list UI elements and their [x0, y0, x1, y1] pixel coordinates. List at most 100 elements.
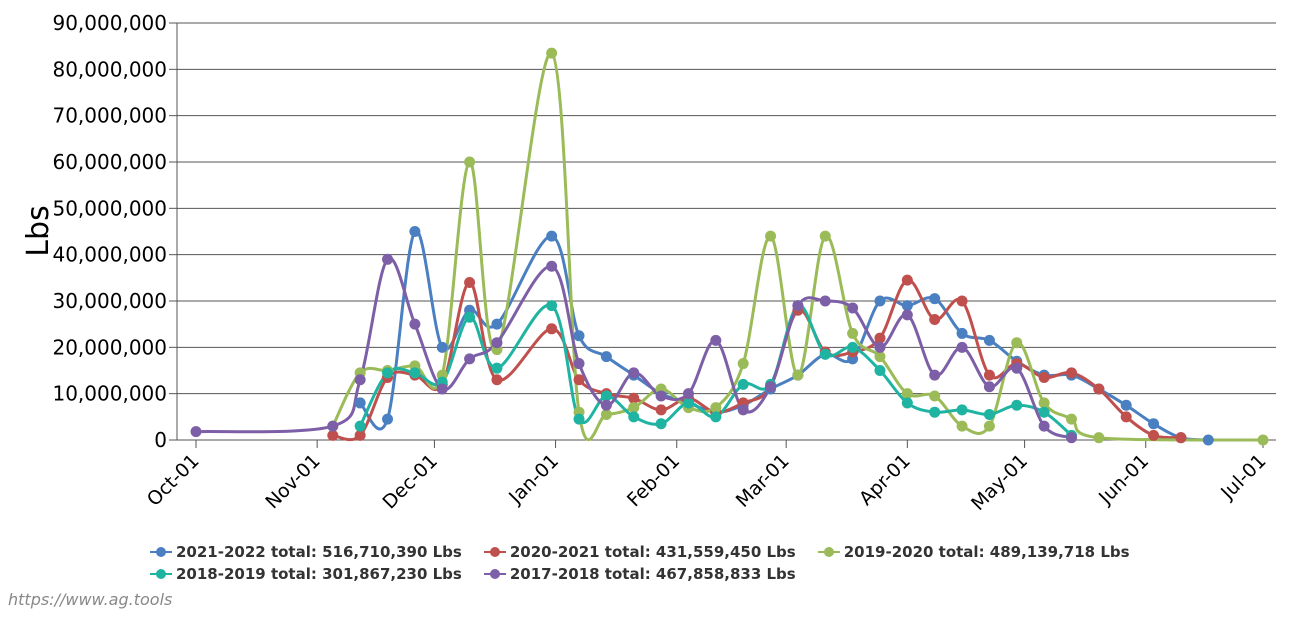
y-tick-label: 70,000,000: [52, 104, 167, 128]
data-point-2019-2020: [464, 156, 476, 168]
data-point-2021-2022: [491, 318, 503, 330]
data-point-2017-2018: [190, 426, 202, 438]
data-point-2017-2018: [409, 318, 421, 330]
data-point-2020-2021: [1120, 411, 1132, 423]
data-point-2019-2020: [874, 351, 886, 363]
y-tick-label: 90,000,000: [52, 11, 167, 35]
legend-swatch-icon: [150, 567, 172, 581]
data-point-2017-2018: [436, 383, 448, 395]
data-point-2018-2019: [464, 311, 476, 323]
data-point-2019-2020: [1038, 397, 1050, 409]
data-point-2020-2021: [573, 374, 585, 386]
y-tick-label: 40,000,000: [52, 243, 167, 267]
data-point-2017-2018: [655, 390, 667, 402]
data-point-2017-2018: [901, 309, 913, 321]
x-tick-label: Oct-01: [143, 450, 204, 511]
data-point-2017-2018: [573, 358, 585, 370]
data-point-2019-2020: [765, 230, 777, 242]
x-tick-label: Jun-01: [1094, 450, 1153, 509]
data-point-2018-2019: [354, 420, 366, 432]
data-point-2020-2021: [983, 369, 995, 381]
data-point-2021-2022: [1202, 434, 1214, 446]
data-point-2018-2019: [901, 397, 913, 409]
data-point-2018-2019: [491, 362, 503, 374]
y-tick-label: 10,000,000: [52, 382, 167, 406]
data-point-2020-2021: [464, 276, 476, 288]
data-point-2019-2020: [1065, 413, 1077, 425]
data-point-2021-2022: [956, 327, 968, 339]
data-point-2021-2022: [354, 397, 366, 409]
legend-label: 2021-2022 total: 516,710,390 Lbs: [176, 543, 462, 561]
data-point-2018-2019: [628, 411, 640, 423]
data-point-2020-2021: [655, 404, 667, 416]
data-point-2017-2018: [819, 295, 831, 307]
legend-item-2018-2019[interactable]: 2018-2019 total: 301,867,230 Lbs: [150, 565, 462, 583]
y-tick-label: 30,000,000: [52, 289, 167, 313]
data-point-2020-2021: [1175, 432, 1187, 444]
legend-swatch-icon: [817, 545, 840, 559]
gridlines: [177, 22, 1276, 441]
data-point-2018-2019: [929, 406, 941, 418]
legend-item-2017-2018[interactable]: 2017-2018 total: 467,858,833 Lbs: [483, 565, 796, 583]
y-tick-label: 60,000,000: [52, 150, 167, 174]
data-point-2019-2020: [737, 358, 749, 370]
y-axis-label: Lbs: [21, 205, 56, 256]
series-line-2021-2022: [359, 229, 1209, 442]
data-point-2020-2021: [956, 295, 968, 307]
data-point-2018-2019: [1011, 399, 1023, 411]
data-point-2019-2020: [847, 327, 859, 339]
legend-row: 2021-2022 total: 516,710,390 Lbs 2020-202…: [150, 541, 1150, 563]
x-tick-label: Nov-01: [261, 450, 324, 513]
data-point-2019-2020: [1011, 337, 1023, 349]
legend-item-2021-2022[interactable]: 2021-2022 total: 516,710,390 Lbs: [150, 543, 462, 561]
data-point-2018-2019: [710, 411, 722, 423]
data-point-2020-2021: [929, 314, 941, 326]
data-point-2017-2018: [983, 381, 995, 393]
legend-swatch-icon: [483, 567, 506, 581]
y-tick-label: 20,000,000: [52, 335, 167, 359]
data-point-2017-2018: [600, 399, 612, 411]
data-point-2020-2021: [1038, 371, 1050, 383]
data-point-2017-2018: [929, 369, 941, 381]
y-tick-label: 80,000,000: [52, 57, 167, 81]
data-point-2018-2019: [655, 418, 667, 430]
data-point-2018-2019: [737, 378, 749, 390]
data-point-2021-2022: [573, 330, 585, 342]
legend-item-2019-2020[interactable]: 2019-2020 total: 489,139,718 Lbs: [817, 543, 1130, 561]
data-point-2018-2019: [682, 397, 694, 409]
data-point-2017-2018: [874, 341, 886, 353]
data-point-2017-2018: [1038, 420, 1050, 432]
data-point-2018-2019: [600, 390, 612, 402]
legend-swatch-icon: [483, 545, 506, 559]
data-point-2017-2018: [1011, 362, 1023, 374]
legend-label: 2019-2020 total: 489,139,718 Lbs: [843, 543, 1130, 561]
data-point-2017-2018: [847, 302, 859, 314]
data-point-2017-2018: [382, 253, 394, 265]
source-credit: https://www.ag.tools: [8, 590, 173, 609]
data-point-2017-2018: [464, 353, 476, 365]
data-point-2018-2019: [956, 404, 968, 416]
x-tick-label: Dec-01: [378, 450, 442, 514]
data-point-2021-2022: [436, 341, 448, 353]
data-point-2019-2020: [1093, 432, 1105, 444]
data-point-2021-2022: [1148, 418, 1160, 430]
data-point-2021-2022: [409, 226, 421, 237]
x-tick-label: May-01: [967, 450, 1032, 515]
data-point-2018-2019: [874, 365, 886, 376]
data-point-2020-2021: [354, 429, 366, 441]
line-chart: 0 10,000,000 20,000,000 30,000,000 40,000,00…: [21, 11, 1276, 515]
data-point-2019-2020: [983, 420, 995, 432]
data-point-2019-2020: [901, 388, 913, 400]
data-point-2019-2020: [956, 420, 968, 432]
data-point-2018-2019: [819, 348, 831, 360]
legend-item-2020-2021[interactable]: 2020-2021 total: 431,559,450 Lbs: [483, 543, 796, 561]
data-point-2017-2018: [491, 337, 503, 349]
data-point-2018-2019: [983, 409, 995, 421]
x-tick-label: Mar-01: [732, 450, 794, 512]
data-point-2020-2021: [1093, 383, 1105, 395]
x-tick-label: Jan-01: [504, 450, 563, 509]
data-point-2017-2018: [792, 300, 804, 312]
data-point-2020-2021: [546, 323, 558, 335]
data-point-2017-2018: [956, 341, 968, 353]
data-point-2018-2019: [573, 413, 585, 425]
